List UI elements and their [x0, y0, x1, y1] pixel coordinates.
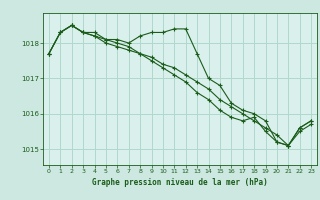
X-axis label: Graphe pression niveau de la mer (hPa): Graphe pression niveau de la mer (hPa)	[92, 178, 268, 187]
